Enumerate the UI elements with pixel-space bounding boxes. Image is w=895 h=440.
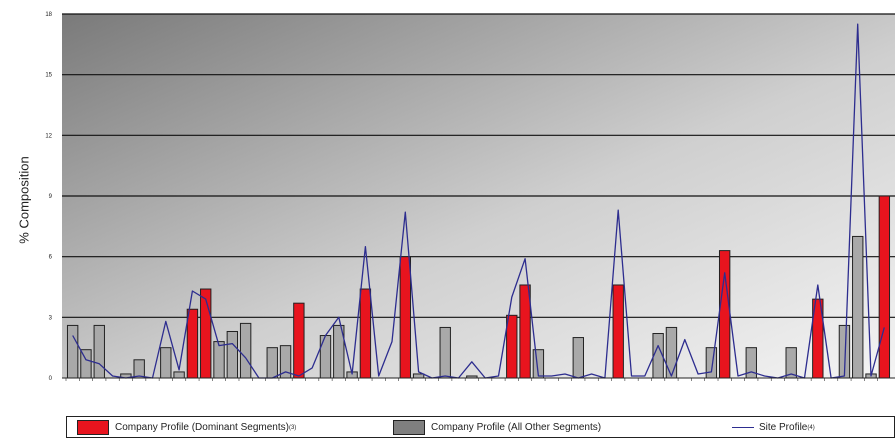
bar-dominant-segments — [293, 302, 305, 379]
bar-other-segments — [319, 335, 332, 379]
legend-swatch-other — [393, 420, 425, 435]
bar-dominant-segments — [718, 250, 731, 379]
bar-other-segments — [439, 326, 451, 379]
legend-label-dominant: Company Profile (Dominant Segments) — [115, 422, 289, 433]
legend-item-other: Company Profile (All Other Segments) — [393, 420, 601, 435]
bar-other-segments — [705, 347, 718, 379]
legend-item-site: Site Profile (4) — [732, 422, 815, 433]
bar-other-segments — [226, 330, 239, 379]
legend: Company Profile (Dominant Segments) (3) C… — [66, 416, 895, 438]
bar-dominant-segments — [612, 284, 624, 379]
bar-other-segments — [652, 333, 664, 379]
legend-footnote-dominant: (3) — [288, 424, 297, 431]
legend-label-other: Company Profile (All Other Segments) — [431, 422, 602, 433]
bar-other-segments — [239, 322, 252, 379]
y-tick-label: 15 — [45, 73, 52, 79]
bar-other-segments — [213, 341, 225, 379]
y-tick-label: 6 — [49, 255, 53, 261]
bar-other-segments — [266, 347, 278, 379]
bar-dominant-segments — [359, 288, 372, 379]
y-tick-label: 18 — [45, 12, 52, 18]
bar-dominant-segments — [878, 195, 891, 379]
legend-swatch-site — [732, 427, 754, 428]
bar-other-segments — [66, 324, 79, 379]
legend-footnote-site: (4) — [807, 424, 815, 431]
bar-other-segments — [412, 373, 425, 379]
bar-dominant-segments — [186, 308, 199, 379]
bar-dominant-segments — [519, 284, 531, 379]
bar-other-segments — [852, 235, 864, 379]
y-axis-label: % Composition — [16, 156, 32, 244]
bar-other-segments — [173, 371, 185, 379]
legend-item-dominant: Company Profile (Dominant Segments) (3) — [77, 420, 296, 435]
bar-dominant-segments — [399, 256, 412, 379]
y-tick-label: 9 — [49, 194, 53, 200]
y-tick-label: 3 — [49, 315, 53, 321]
bar-dominant-segments — [200, 288, 212, 379]
chart: 0 3 6 9 12 15 18 — [45, 12, 895, 382]
bar-dominant-segments — [506, 314, 518, 379]
y-tick-label: 12 — [45, 133, 52, 139]
bar-other-segments — [160, 347, 172, 379]
bar-other-segments — [665, 326, 678, 379]
bar-other-segments — [93, 324, 105, 379]
y-tick-label: 0 — [49, 376, 53, 382]
bar-other-segments — [572, 337, 584, 379]
series-line-site-profile — [72, 23, 885, 379]
legend-label-site: Site Profile — [759, 422, 808, 433]
legend-swatch-dominant — [77, 420, 109, 435]
bar-other-segments — [133, 359, 145, 379]
